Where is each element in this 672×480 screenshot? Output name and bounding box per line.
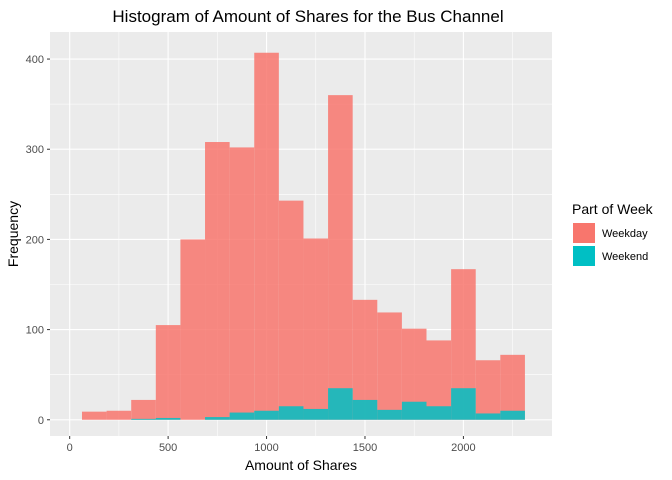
bar-weekday (328, 95, 353, 420)
bar-weekend (254, 410, 279, 420)
bar-weekend (451, 388, 476, 420)
bar-weekday (475, 360, 501, 420)
y-tick-label: 300 (26, 144, 44, 156)
bar-weekday (377, 312, 402, 420)
bar-weekday (205, 142, 230, 420)
y-tick-label: 400 (26, 54, 44, 66)
bar-weekend (229, 412, 255, 420)
bar-weekend (328, 388, 353, 420)
bar-weekday (131, 399, 156, 420)
bar-weekday (106, 410, 132, 420)
bar-weekday (352, 299, 378, 420)
legend-key-weekday (573, 223, 595, 243)
x-tick-label: 1500 (353, 442, 377, 454)
legend-key-weekend (573, 246, 595, 266)
legend: Part of Week Weekday Weekend (572, 201, 654, 266)
y-axis-ticks: 0 100 200 300 400 (26, 54, 50, 427)
x-tick-label: 1000 (254, 442, 278, 454)
bar-weekday (278, 200, 304, 420)
bar-weekend (352, 399, 378, 420)
bar-weekday (81, 411, 107, 420)
y-tick-label: 200 (26, 234, 44, 246)
x-axis-ticks: 0 500 1000 1500 2000 (67, 436, 476, 454)
legend-title: Part of Week (572, 201, 654, 217)
bar-weekend (377, 409, 402, 420)
x-tick-label: 2000 (451, 442, 475, 454)
bar-weekday (180, 239, 206, 420)
bar-weekend (475, 413, 501, 420)
bar-weekday (303, 238, 329, 420)
bar-weekend (426, 406, 452, 420)
bar-weekday (500, 354, 525, 420)
bar-weekday (229, 147, 255, 420)
bar-weekend (205, 417, 230, 420)
bar-weekday (254, 52, 279, 420)
x-axis-title: Amount of Shares (245, 457, 357, 473)
bar-weekend (155, 417, 181, 420)
x-tick-label: 500 (159, 442, 177, 454)
bar-weekend (303, 408, 329, 420)
y-tick-label: 0 (38, 415, 44, 427)
bar-weekend (131, 418, 156, 420)
chart-title: Histogram of Amount of Shares for the Bu… (112, 7, 503, 26)
x-tick-label: 0 (67, 442, 73, 454)
legend-label-weekday: Weekday (602, 228, 648, 240)
y-tick-label: 100 (26, 325, 44, 337)
bar-weekend (500, 410, 525, 420)
legend-label-weekend: Weekend (602, 251, 648, 263)
bar-weekend (401, 401, 427, 420)
y-axis-title: Frequency (5, 201, 21, 267)
bar-weekend (278, 406, 304, 420)
histogram-bars (81, 52, 525, 420)
bar-weekday (155, 325, 181, 420)
